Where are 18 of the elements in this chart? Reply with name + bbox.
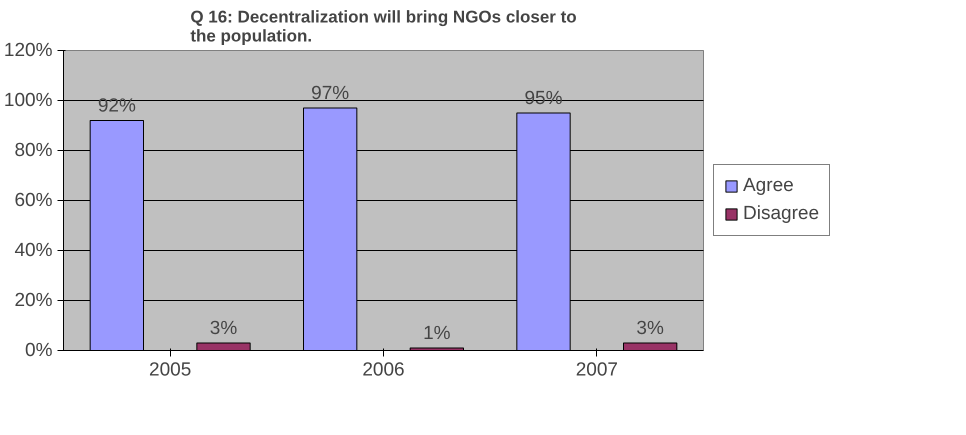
y-tick-label: 80% — [14, 140, 53, 161]
data-label: 1% — [423, 323, 451, 344]
x-tick-label: 2006 — [362, 360, 405, 380]
y-tick-label: 120% — [4, 40, 53, 61]
x-tick-label: 2007 — [576, 360, 618, 380]
y-tick-label: 20% — [14, 290, 53, 311]
y-tick-label: 0% — [25, 340, 53, 361]
y-tick-label: 100% — [4, 90, 53, 111]
data-label: 97% — [311, 83, 350, 104]
data-label: 3% — [636, 318, 664, 339]
data-label: 3% — [210, 318, 238, 339]
x-tick-label: 2005 — [149, 360, 192, 380]
legend-label: Disagree — [743, 203, 820, 225]
legend-label: Agree — [743, 175, 794, 197]
y-tick-label: 60% — [14, 190, 53, 211]
chart-title: Q 16: Decentralization will bring NGOs closer to the population. — [190, 8, 577, 46]
data-label: 92% — [98, 96, 136, 116]
y-tick-label: 40% — [14, 240, 53, 261]
